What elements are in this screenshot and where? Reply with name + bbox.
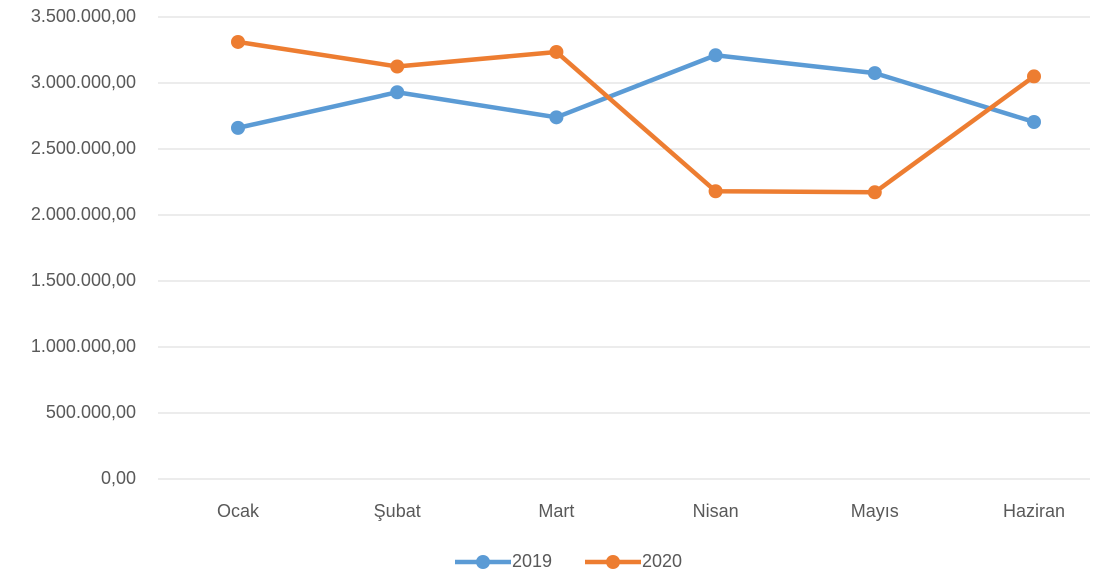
y-tick-label: 0,00	[101, 468, 136, 488]
y-tick-label: 3.500.000,00	[31, 6, 136, 26]
data-point	[1027, 69, 1041, 84]
data-point	[549, 44, 564, 59]
x-tick-label: Haziran	[1003, 501, 1065, 521]
x-tick-label: Mart	[538, 501, 574, 521]
x-tick-label: Şubat	[374, 501, 421, 521]
series-line	[237, 39, 1036, 195]
data-point	[231, 120, 245, 135]
legend-label: 2020	[642, 551, 682, 571]
y-tick-label: 3.000.000,00	[31, 72, 136, 92]
legend-label: 2019	[512, 551, 552, 571]
data-point	[390, 59, 405, 74]
y-tick-label: 2.000.000,00	[31, 204, 136, 224]
data-point	[708, 184, 723, 199]
series-line	[237, 53, 1035, 131]
y-tick-label: 2.500.000,00	[31, 138, 136, 158]
data-point	[390, 85, 405, 100]
x-tick-label: Mayıs	[851, 501, 899, 521]
data-point	[1027, 114, 1041, 129]
data-point	[231, 34, 245, 49]
x-tick-label: Nisan	[693, 501, 739, 521]
data-point	[867, 185, 882, 200]
legend-marker	[476, 555, 490, 569]
data-point	[867, 66, 882, 81]
y-tick-label: 500.000,00	[46, 402, 136, 422]
y-tick-label: 1.500.000,00	[31, 270, 136, 290]
data-point	[549, 110, 564, 125]
data-point	[708, 48, 723, 63]
legend-marker	[606, 555, 620, 569]
x-tick-label: Ocak	[217, 501, 260, 521]
y-tick-label: 1.000.000,00	[31, 336, 136, 356]
